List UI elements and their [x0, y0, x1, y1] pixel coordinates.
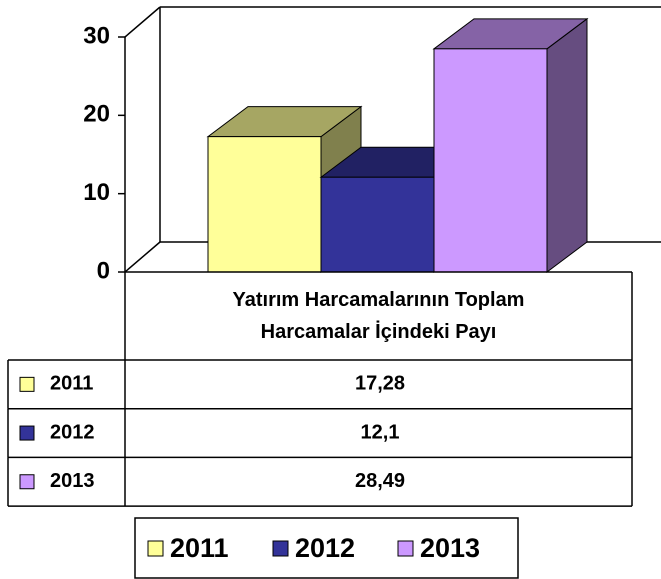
legend-key	[147, 540, 164, 557]
y-tick-label: 10	[83, 179, 110, 206]
y-tick-label: 30	[83, 22, 110, 49]
table-header: Yatırım Harcamalarının Toplam Harcamalar…	[125, 272, 632, 360]
floor-edge	[124, 241, 161, 273]
data-label: 28,49	[355, 470, 405, 492]
legend-key	[272, 540, 289, 557]
legend-label: 2011	[170, 533, 229, 563]
data-label: 17,28	[355, 373, 405, 395]
legend-label: 2012	[295, 533, 355, 563]
legend	[134, 517, 519, 579]
legend-key	[19, 474, 35, 490]
row-label: 2011	[50, 373, 93, 395]
legend-key	[19, 376, 35, 392]
bar-side	[546, 17, 588, 273]
bar	[207, 136, 322, 273]
y-tick-label: 0	[97, 257, 110, 284]
bar	[320, 176, 435, 273]
row-label: 2013	[50, 470, 95, 492]
legend-key	[397, 540, 414, 557]
data-label: 12,1	[361, 421, 400, 443]
bar	[433, 48, 548, 273]
legend-key	[19, 425, 35, 441]
legend-label: 2013	[420, 533, 480, 563]
row-label: 2012	[50, 421, 95, 443]
y-tick-label: 20	[83, 101, 110, 128]
category-label: Yatırım Harcamalarının Toplam Harcamalar…	[232, 289, 525, 343]
wall-edge	[124, 6, 161, 38]
